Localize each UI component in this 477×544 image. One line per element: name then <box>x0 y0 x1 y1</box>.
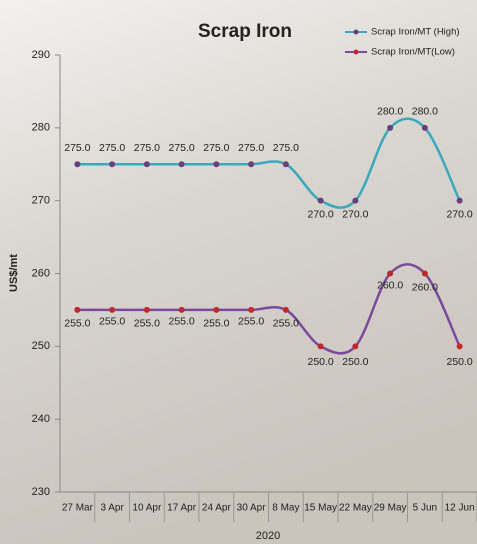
chart-title: Scrap Iron <box>198 21 292 42</box>
x-tick-label: 12 Jun <box>445 503 475 514</box>
data-label: 270.0 <box>307 208 333 220</box>
x-tick-label: 8 May <box>272 503 299 514</box>
legend-marker <box>353 29 359 35</box>
data-label: 260.0 <box>412 281 438 293</box>
x-tick-label: 22 May <box>339 503 372 514</box>
data-label: 255.0 <box>238 316 264 328</box>
data-label: 275.0 <box>99 142 125 154</box>
legend-label: Scrap Iron/MT (High) <box>371 27 460 38</box>
data-label: 255.0 <box>134 318 160 330</box>
y-tick-label: 270 <box>32 195 50 207</box>
data-point <box>456 343 463 350</box>
data-point <box>143 306 150 313</box>
data-point <box>387 270 394 277</box>
data-label: 275.0 <box>273 142 299 154</box>
legend-label: Scrap Iron/MT(Low) <box>371 47 455 58</box>
data-point <box>282 161 289 168</box>
data-label: 270.0 <box>342 208 368 220</box>
data-point <box>456 197 463 204</box>
data-point <box>387 124 394 131</box>
data-label: 280.0 <box>377 106 403 118</box>
x-tick-label: 24 Apr <box>202 503 232 514</box>
legend-marker <box>353 49 359 55</box>
data-label: 255.0 <box>203 318 229 330</box>
data-label: 250.0 <box>342 356 368 368</box>
data-point <box>317 343 324 350</box>
data-point <box>248 306 255 313</box>
data-label: 255.0 <box>64 318 90 330</box>
data-point <box>213 306 220 313</box>
x-axis-label: 2020 <box>256 530 280 542</box>
y-tick-label: 280 <box>32 122 50 134</box>
data-point <box>178 306 185 313</box>
y-tick-label: 260 <box>32 267 50 279</box>
x-tick-label: 29 May <box>374 503 407 514</box>
x-tick-label: 15 May <box>304 503 337 514</box>
y-tick-label: 240 <box>32 413 50 425</box>
data-label: 275.0 <box>134 142 160 154</box>
data-label: 250.0 <box>446 356 472 368</box>
data-point <box>248 161 255 168</box>
data-point <box>178 161 185 168</box>
x-tick-label: 5 Jun <box>413 503 437 514</box>
data-point <box>421 270 428 277</box>
data-label: 270.0 <box>446 208 472 220</box>
y-tick-label: 230 <box>32 486 50 498</box>
data-point <box>74 306 81 313</box>
y-tick-label: 250 <box>32 340 50 352</box>
data-label: 260.0 <box>377 279 403 291</box>
data-point <box>74 161 81 168</box>
data-label: 275.0 <box>238 142 264 154</box>
data-point <box>213 161 220 168</box>
data-point <box>352 197 359 204</box>
x-tick-label: 3 Apr <box>100 503 124 514</box>
data-label: 255.0 <box>168 316 194 328</box>
data-label: 280.0 <box>412 106 438 118</box>
y-tick-label: 290 <box>32 49 50 61</box>
data-point <box>317 197 324 204</box>
data-label: 255.0 <box>99 316 125 328</box>
data-point <box>352 343 359 350</box>
data-label: 250.0 <box>307 356 333 368</box>
data-label: 255.0 <box>273 318 299 330</box>
x-tick-label: 27 Mar <box>62 503 94 514</box>
data-point <box>282 306 289 313</box>
x-tick-label: 30 Apr <box>237 503 267 514</box>
x-tick-label: 10 Apr <box>132 503 162 514</box>
data-point <box>109 161 116 168</box>
data-point <box>143 161 150 168</box>
y-axis-label: US$/mt <box>8 254 20 292</box>
data-label: 275.0 <box>203 142 229 154</box>
data-point <box>421 124 428 131</box>
data-label: 275.0 <box>64 142 90 154</box>
data-label: 275.0 <box>168 142 194 154</box>
x-tick-label: 17 Apr <box>167 503 197 514</box>
data-point <box>109 306 116 313</box>
